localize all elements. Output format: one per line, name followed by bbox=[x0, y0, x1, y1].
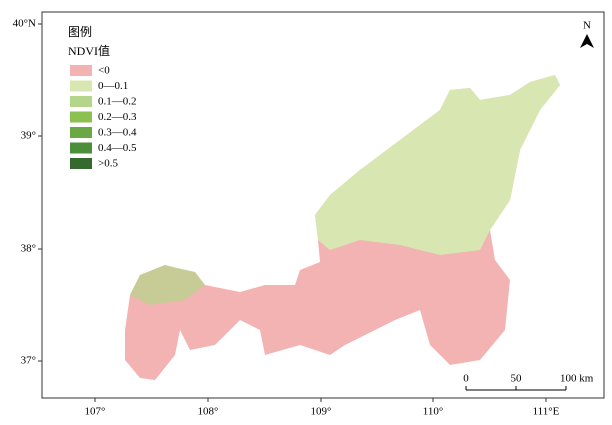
scale-bar bbox=[465, 386, 567, 391]
legend-swatch bbox=[70, 158, 92, 169]
legend-swatch bbox=[70, 111, 92, 123]
scale-label: 100 km bbox=[560, 373, 594, 385]
scale-label: 50 bbox=[511, 373, 523, 385]
legend-label: 0—0.1 bbox=[98, 80, 128, 92]
lat-label: 39° bbox=[21, 130, 36, 142]
legend-swatch bbox=[70, 65, 92, 76]
legend-label: <0 bbox=[98, 65, 110, 77]
legend-label: 0.3—0.4 bbox=[98, 127, 137, 139]
vegetation-area bbox=[315, 75, 560, 255]
north-label: N bbox=[583, 20, 591, 32]
north-arrow: N bbox=[580, 20, 594, 48]
legend-label: 0.2—0.3 bbox=[98, 111, 137, 123]
lat-label: 40°N bbox=[13, 18, 36, 30]
lon-label: 108° bbox=[198, 406, 219, 418]
lon-label: 109° bbox=[311, 406, 332, 418]
lon-label: 107° bbox=[85, 406, 106, 418]
legend-subtitle: NDVI值 bbox=[68, 43, 110, 58]
lon-label: 111°E bbox=[533, 406, 560, 418]
legend-label: >0.5 bbox=[98, 158, 118, 170]
legend-swatch bbox=[70, 127, 92, 138]
north-arrow-icon bbox=[580, 34, 594, 48]
legend-title: 图例 bbox=[68, 25, 92, 39]
legend-label: 0.1—0.2 bbox=[98, 96, 137, 108]
lon-label: 110° bbox=[423, 406, 444, 418]
legend-swatch bbox=[70, 80, 92, 92]
legend-swatch bbox=[70, 142, 92, 154]
vegetation-area bbox=[130, 265, 205, 305]
scale-label: 0 bbox=[463, 373, 469, 385]
legend-swatch bbox=[70, 96, 92, 107]
legend-label: 0.4—0.5 bbox=[98, 142, 137, 154]
lat-label: 38° bbox=[21, 243, 36, 255]
lat-label: 37° bbox=[21, 355, 36, 367]
